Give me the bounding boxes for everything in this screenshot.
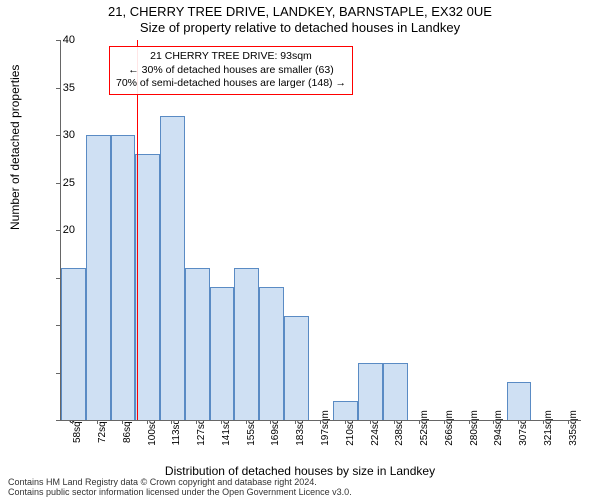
histogram-bar	[135, 154, 160, 420]
histogram-bar	[86, 135, 111, 420]
footer-attribution: Contains HM Land Registry data © Crown c…	[8, 478, 352, 498]
histogram-bar	[160, 116, 185, 420]
histogram-bar	[111, 135, 136, 420]
chart-title-sub: Size of property relative to detached ho…	[0, 20, 600, 35]
histogram-bar	[358, 363, 383, 420]
reference-line	[137, 40, 138, 420]
histogram-bar	[210, 287, 235, 420]
chart-title-main: 21, CHERRY TREE DRIVE, LANDKEY, BARNSTAP…	[0, 4, 600, 19]
histogram-bar	[507, 382, 532, 420]
annotation-box: 21 CHERRY TREE DRIVE: 93sqm← 30% of deta…	[109, 46, 353, 95]
x-axis-label: Distribution of detached houses by size …	[0, 464, 600, 478]
histogram-bar	[333, 401, 358, 420]
annotation-line: 70% of semi-detached houses are larger (…	[116, 77, 346, 91]
histogram-bar	[383, 363, 408, 420]
annotation-line: 21 CHERRY TREE DRIVE: 93sqm	[116, 50, 346, 64]
histogram-bar	[284, 316, 309, 421]
histogram-bar	[234, 268, 259, 420]
plot-area: 21 CHERRY TREE DRIVE: 93sqm← 30% of deta…	[60, 40, 581, 421]
histogram-bar	[61, 268, 86, 420]
y-axis-label: Number of detached properties	[8, 65, 22, 230]
histogram-bar	[259, 287, 284, 420]
footer-line2: Contains public sector information licen…	[8, 488, 352, 498]
histogram-bar	[185, 268, 210, 420]
annotation-line: ← 30% of detached houses are smaller (63…	[116, 64, 346, 78]
